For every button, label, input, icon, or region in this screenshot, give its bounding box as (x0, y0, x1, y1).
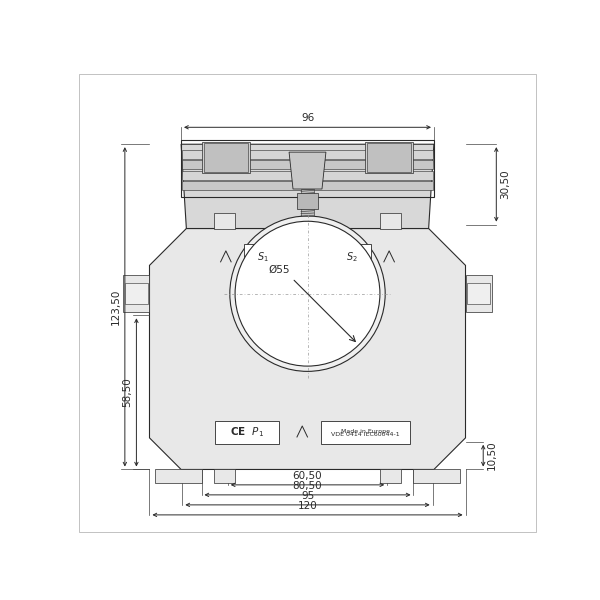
Circle shape (230, 216, 385, 371)
Text: 10,50: 10,50 (487, 441, 497, 470)
Bar (413, 469, 460, 482)
Bar (301, 189, 314, 216)
Polygon shape (289, 152, 326, 189)
Bar (367, 143, 411, 172)
Bar (380, 469, 401, 482)
Bar (182, 181, 433, 190)
Bar (466, 275, 492, 312)
Text: 58,50: 58,50 (122, 377, 133, 407)
Bar (155, 469, 202, 482)
Bar (182, 170, 433, 180)
Text: 123,50: 123,50 (111, 289, 121, 325)
Bar (297, 193, 318, 209)
Bar (181, 140, 434, 197)
Text: 80,50: 80,50 (293, 481, 322, 491)
Circle shape (235, 221, 380, 366)
Bar (380, 213, 401, 229)
Text: 95: 95 (301, 491, 314, 501)
Bar (123, 275, 149, 312)
Bar (182, 149, 433, 159)
Text: $S_1$: $S_1$ (257, 251, 269, 265)
Text: VDE 0414 IEC60044-1: VDE 0414 IEC60044-1 (331, 433, 400, 437)
Polygon shape (181, 144, 434, 229)
Text: $S_2$: $S_2$ (346, 251, 358, 265)
Bar (214, 469, 235, 482)
Bar (125, 283, 148, 304)
Text: CE  $P_1$: CE $P_1$ (230, 425, 264, 439)
Bar (204, 143, 248, 172)
Bar (215, 421, 278, 445)
Bar (365, 142, 413, 173)
Text: 30,50: 30,50 (500, 170, 510, 199)
Bar (244, 244, 281, 271)
Text: 120: 120 (298, 501, 317, 511)
Bar (334, 244, 371, 271)
Bar (182, 160, 433, 169)
Text: 96: 96 (301, 113, 314, 124)
Polygon shape (149, 229, 466, 469)
Bar (320, 421, 410, 445)
Bar (214, 213, 235, 229)
Bar (467, 283, 490, 304)
Text: Made in Europe: Made in Europe (341, 429, 390, 434)
Text: Ø55: Ø55 (268, 265, 290, 275)
Text: 60,50: 60,50 (293, 471, 322, 481)
Bar (202, 142, 250, 173)
